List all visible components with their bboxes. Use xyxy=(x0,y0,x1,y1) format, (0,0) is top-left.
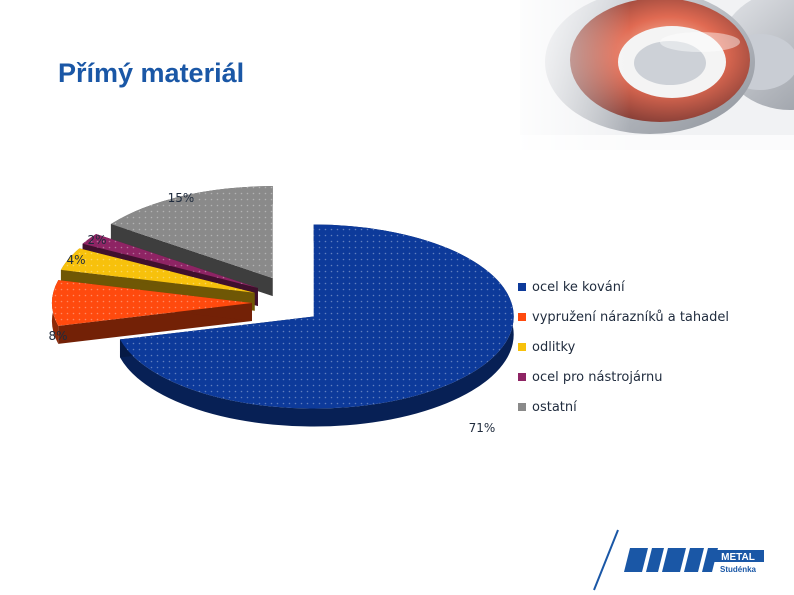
legend-label: ocel ke kování xyxy=(532,279,625,295)
pie-slice xyxy=(110,186,273,297)
legend-label: vypružení nárazníků a tahadel xyxy=(532,309,729,325)
legend-item: ostatní xyxy=(518,392,729,422)
legend-label: odlitky xyxy=(532,339,576,355)
legend-label: ostatní xyxy=(532,399,577,415)
data-label: 71% xyxy=(469,421,496,435)
legend-swatch xyxy=(518,373,526,381)
pie-slice xyxy=(52,280,253,344)
legend-item: odlitky xyxy=(518,332,729,362)
header-photo xyxy=(500,0,794,160)
legend-item: ocel ke kování xyxy=(518,272,729,302)
slide-title: Přímý materiál xyxy=(58,58,245,88)
legend-label: ocel pro nástrojárnu xyxy=(532,369,663,385)
data-label: 15% xyxy=(168,191,195,205)
legend-swatch xyxy=(518,313,526,321)
data-label: 4% xyxy=(66,253,85,267)
legend-swatch xyxy=(518,343,526,351)
chart-legend: ocel ke kování vypružení nárazníků a tah… xyxy=(518,272,729,422)
data-label: 2% xyxy=(87,233,106,247)
data-label: 8% xyxy=(48,329,67,343)
legend-item: ocel pro nástrojárnu xyxy=(518,362,729,392)
legend-swatch xyxy=(518,403,526,411)
legend-item: vypružení nárazníků a tahadel xyxy=(518,302,729,332)
logo-location: Studénka xyxy=(720,565,757,574)
pie-slice xyxy=(119,224,514,427)
company-logo: METAL Studénka xyxy=(593,529,764,591)
logo-brand: METAL xyxy=(721,552,755,563)
legend-swatch xyxy=(518,283,526,291)
